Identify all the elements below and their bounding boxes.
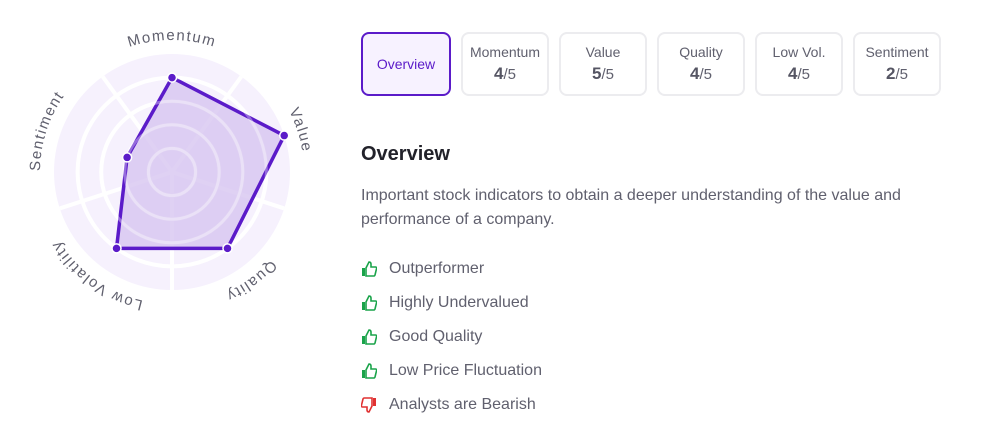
indicator-text: Outperformer <box>389 260 485 277</box>
indicator-list: Outperformer Highly Undervalued Good Quali… <box>361 252 542 422</box>
radar-point <box>111 243 122 254</box>
indicator-item: Good Quality <box>361 320 542 354</box>
indicator-item: Highly Undervalued <box>361 286 542 320</box>
indicator-text: Highly Undervalued <box>389 294 529 311</box>
tab-label: Quality <box>679 44 723 60</box>
indicator-item: Analysts are Bearish <box>361 388 542 422</box>
radar-point <box>166 72 178 83</box>
tab-label: Sentiment <box>865 44 929 60</box>
indicator-item: Outperformer <box>361 252 542 286</box>
radar-axis-label: Value <box>285 105 315 154</box>
tab-label: Value <box>585 44 621 60</box>
tab-value[interactable]: Value 5/5 <box>559 32 647 96</box>
tab-low-vol[interactable]: Low Vol. 4/5 <box>755 32 843 96</box>
tab-sentiment[interactable]: Sentiment 2/5 <box>853 32 941 96</box>
radar-axis-label: Momentum <box>126 27 219 51</box>
tab-overview[interactable]: Overview <box>361 32 451 96</box>
thumbs-up-icon <box>361 295 389 311</box>
section-description: Important stock indicators to obtain a d… <box>361 187 901 228</box>
indicator-item: Low Price Fluctuation <box>361 354 542 388</box>
tab-label: Low Vol. <box>772 44 826 60</box>
tab-score: 4 <box>494 64 504 83</box>
score-tabs: Overview Momentum 4/5 Value 5/5 Quality 4/5… <box>361 32 941 96</box>
tab-label: Overview <box>376 56 436 72</box>
thumbs-up-icon <box>361 261 389 277</box>
tab-score: 5 <box>592 64 602 83</box>
tab-momentum[interactable]: Momentum 4/5 <box>461 32 549 96</box>
thumbs-up-icon <box>361 363 389 379</box>
radar-point <box>121 152 133 163</box>
thumbs-up-icon <box>361 329 389 345</box>
radar-ring-inner <box>146 146 198 198</box>
tab-score-max: /5 <box>503 66 516 83</box>
tab-score-max: /5 <box>699 66 712 83</box>
radar-axis-label-text: Momentum <box>126 27 217 51</box>
tab-score: 4 <box>690 64 700 83</box>
indicator-text: Good Quality <box>389 328 483 345</box>
radar-axis-label-text: Value <box>285 105 314 154</box>
tab-score-max: /5 <box>797 66 810 83</box>
tab-label: Momentum <box>469 44 541 60</box>
tab-score: 2 <box>886 64 896 83</box>
radar-ring-inner <box>99 99 245 245</box>
section-title: Overview <box>361 143 450 165</box>
indicator-text: Low Price Fluctuation <box>389 362 542 379</box>
tab-quality[interactable]: Quality 4/5 <box>657 32 745 96</box>
tab-score: 4 <box>788 64 798 83</box>
indicator-text: Analysts are Bearish <box>389 396 536 413</box>
thumbs-down-icon <box>361 397 389 413</box>
radar-point <box>222 243 233 254</box>
radar-ring-inner <box>123 123 221 221</box>
radar-area <box>114 75 286 251</box>
radar-point <box>278 130 290 141</box>
tab-score-max: /5 <box>601 66 614 83</box>
tab-score-max: /5 <box>895 66 908 83</box>
